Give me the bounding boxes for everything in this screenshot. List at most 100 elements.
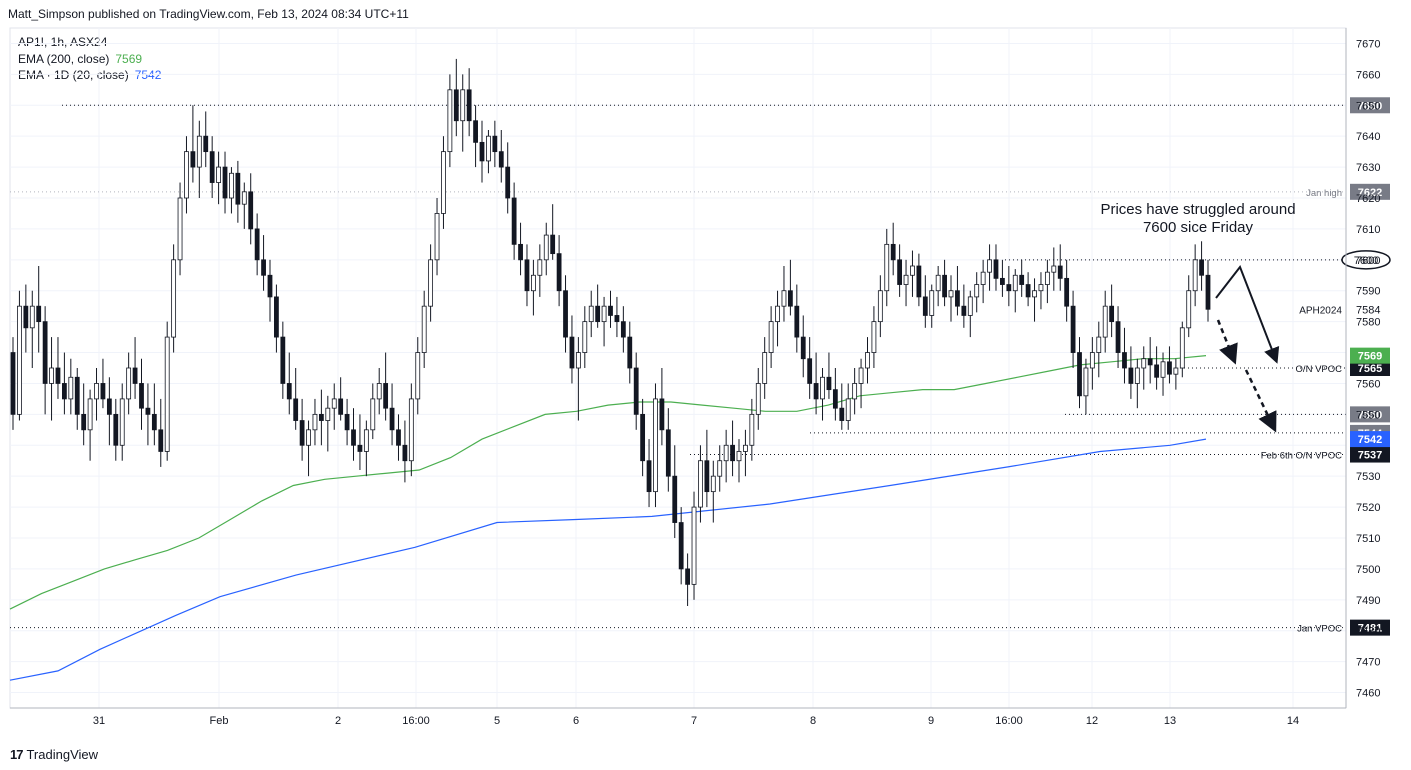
y-tick-label: 7460 xyxy=(1356,688,1380,700)
candle-up xyxy=(229,172,234,199)
y-tick-label: 7500 xyxy=(1356,564,1380,576)
candle-down xyxy=(145,407,151,415)
candle-up xyxy=(1186,290,1192,329)
candle-up xyxy=(884,243,890,292)
candle-down xyxy=(1006,284,1012,292)
candle-up xyxy=(974,284,980,298)
candle-down xyxy=(1077,352,1082,397)
last-price-label: 7584 xyxy=(1356,304,1380,316)
candle-up xyxy=(331,398,337,409)
candle-up xyxy=(1179,327,1185,369)
candle-up xyxy=(717,460,723,477)
y-tick-label: 7580 xyxy=(1356,317,1380,329)
level-badge xyxy=(1350,97,1390,114)
x-tick-label: 16:00 xyxy=(995,715,1023,727)
candle-up xyxy=(1141,358,1147,369)
x-tick-label: 31 xyxy=(93,715,105,727)
candle-down xyxy=(633,367,639,415)
x-tick-label: 7 xyxy=(691,715,697,727)
candle-up xyxy=(119,398,125,446)
candle-up xyxy=(755,383,761,415)
candle-up xyxy=(177,197,183,261)
tradingview-footer[interactable]: 17 TradingView xyxy=(10,747,98,762)
candle-up xyxy=(980,271,986,285)
candle-up xyxy=(736,451,742,462)
candle-down xyxy=(222,166,228,199)
candle-down xyxy=(498,151,504,168)
level-badge-label: 7481 xyxy=(1358,623,1382,635)
candle-down xyxy=(659,398,665,431)
candle-down xyxy=(556,253,562,292)
candle-down xyxy=(608,305,613,316)
candle-up xyxy=(1051,265,1057,273)
candle-up xyxy=(820,376,825,400)
candle-up xyxy=(531,274,536,292)
candle-down xyxy=(261,259,266,276)
candle-up xyxy=(768,321,774,353)
candle-up xyxy=(428,259,434,307)
level-badge-label: 7650 xyxy=(1358,100,1382,112)
candle-down xyxy=(646,460,652,493)
candle-up xyxy=(743,444,748,452)
candle-down xyxy=(1199,259,1204,276)
candle-up xyxy=(1096,336,1102,353)
y-tick-label: 7590 xyxy=(1356,286,1380,298)
candle-down xyxy=(344,413,350,431)
candle-down xyxy=(286,383,292,400)
x-tick-label: 12 xyxy=(1086,715,1098,727)
candle-down xyxy=(139,383,144,409)
ema200-badge xyxy=(1350,347,1390,364)
candle-down xyxy=(1109,305,1115,323)
candle-up xyxy=(845,398,851,421)
candle-down xyxy=(1167,361,1172,375)
ema1d-legend[interactable]: EMA · 1D (20, close) 7542 xyxy=(18,67,161,84)
candle-down xyxy=(132,367,138,384)
candle-down xyxy=(453,89,459,122)
candle-down xyxy=(704,460,710,493)
candle-down xyxy=(1147,358,1153,366)
y-tick-label: 7530 xyxy=(1356,471,1380,483)
candle-up xyxy=(325,407,331,421)
candle-up xyxy=(1044,271,1050,285)
candle-up xyxy=(171,259,177,338)
ema200-label: EMA (200, close) xyxy=(18,51,110,66)
candle-down xyxy=(1019,274,1025,285)
candle-down xyxy=(55,367,61,384)
candle-up xyxy=(858,367,864,384)
level-badge-label: 7600 xyxy=(1354,255,1378,267)
y-tick-label: 7480 xyxy=(1356,626,1380,638)
candle-down xyxy=(466,89,472,122)
ema-lines xyxy=(9,355,1207,681)
candle-up xyxy=(370,398,376,431)
candle-down xyxy=(1205,274,1211,310)
candle-up xyxy=(68,376,74,400)
candle-up xyxy=(749,413,755,446)
candle-up xyxy=(762,352,768,384)
candle-up xyxy=(29,305,35,329)
candle-up xyxy=(1083,367,1089,397)
candle-down xyxy=(1122,352,1127,369)
y-tick-label: 7620 xyxy=(1356,193,1380,205)
candle-down xyxy=(1128,367,1134,384)
candle-down xyxy=(479,141,485,162)
arrow-solid-icon xyxy=(1215,264,1280,364)
candle-up xyxy=(87,398,93,431)
candle-up xyxy=(537,259,543,276)
y-tick-label: 7490 xyxy=(1356,595,1380,607)
candle-down xyxy=(383,383,389,409)
symbol-info[interactable]: AP1!, 1h, ASX24 xyxy=(18,35,108,49)
candle-down xyxy=(151,413,157,431)
candles xyxy=(10,58,1211,606)
level-badge xyxy=(1350,406,1390,423)
candle-up xyxy=(1012,274,1018,292)
candle-down xyxy=(203,135,209,153)
candle-down xyxy=(832,389,838,409)
candle-down xyxy=(1115,321,1121,353)
ema1d-badge xyxy=(1350,431,1390,448)
candle-down xyxy=(511,197,517,245)
candle-up xyxy=(1173,367,1179,375)
candle-up xyxy=(441,151,446,214)
level-badge-label: 7537 xyxy=(1358,450,1382,462)
ema200-legend[interactable]: EMA (200, close) 7569 xyxy=(18,51,161,68)
